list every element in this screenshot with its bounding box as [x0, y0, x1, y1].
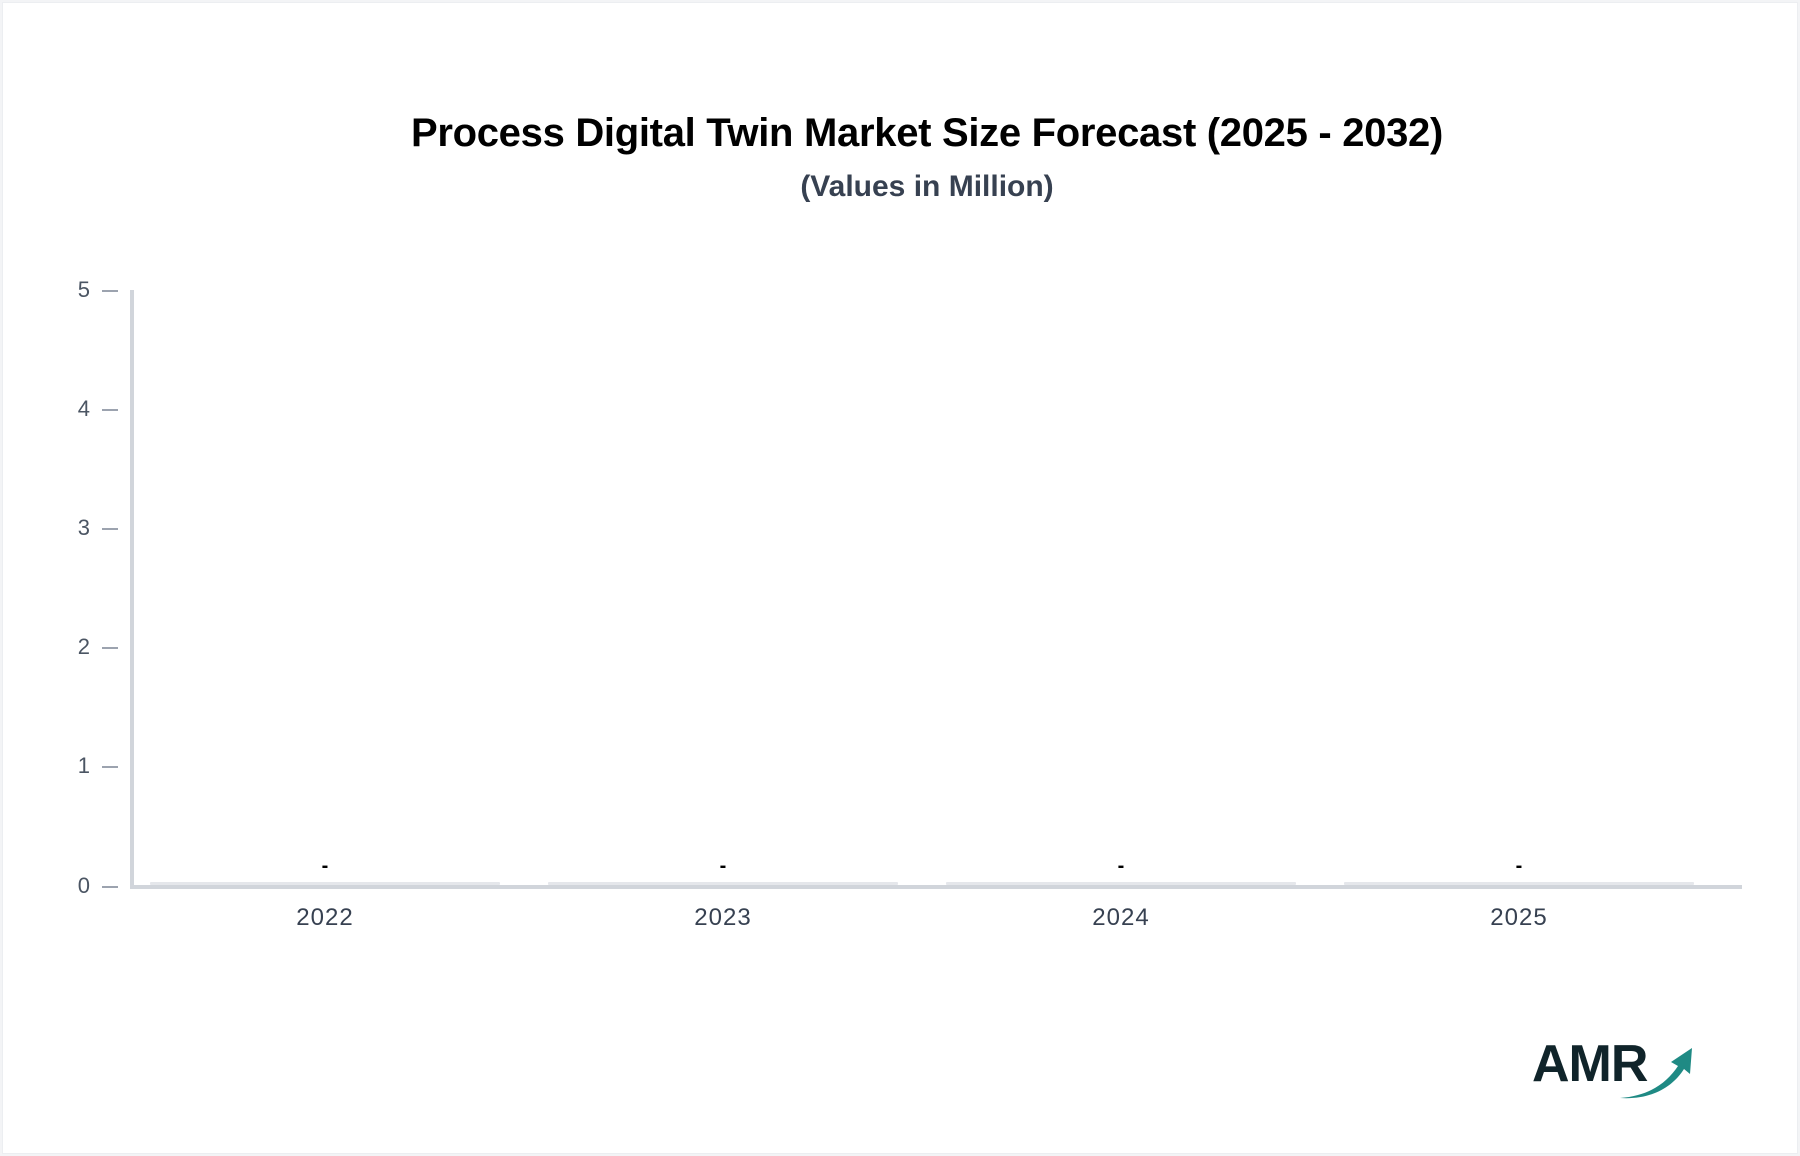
y-tick-mark	[102, 290, 118, 292]
y-tick-label: 2	[77, 634, 90, 659]
y-tick-label: 4	[77, 396, 90, 421]
y-tick-label: 1	[77, 753, 90, 778]
y-tick-mark	[102, 409, 118, 411]
x-tick-label: 2023	[694, 904, 752, 931]
bar-data-label: -	[321, 855, 329, 877]
chart-title: Process Digital Twin Market Size Forecas…	[410, 111, 1444, 155]
bar-2024[interactable]	[946, 882, 1296, 885]
y-tick-mark	[102, 886, 118, 888]
y-tick-mark	[102, 766, 118, 768]
bar-data-label: -	[1117, 855, 1125, 877]
chart-subtitle: (Values in Million)	[800, 170, 1054, 203]
y-tick-label: 5	[77, 277, 90, 302]
y-tick-label: 3	[77, 515, 90, 540]
bar-2023[interactable]	[548, 882, 898, 885]
bar-data-label: -	[719, 855, 727, 877]
logo-text: AMR	[1532, 1035, 1648, 1093]
y-tick-label: 0	[77, 873, 90, 898]
x-tick-label: 2022	[296, 904, 354, 931]
x-axis-line	[130, 885, 1742, 889]
y-tick-mark	[102, 528, 118, 530]
bar-2022[interactable]	[150, 882, 500, 885]
x-tick-label: 2024	[1092, 904, 1150, 931]
bar-data-label: -	[1515, 855, 1523, 877]
trend-arrow-icon	[1620, 1048, 1692, 1099]
y-axis-line	[130, 290, 134, 889]
x-tick-label: 2025	[1490, 904, 1548, 931]
bar-2025[interactable]	[1344, 882, 1694, 885]
y-tick-mark	[102, 647, 118, 649]
amr-logo: AMR	[1528, 1036, 1698, 1102]
